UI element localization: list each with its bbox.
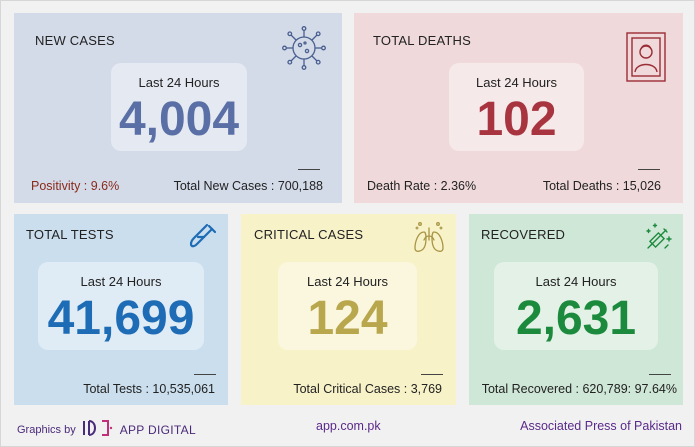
period-label: Last 24 Hours — [535, 274, 617, 289]
footer-credit: Graphics by APP DIGITAL — [17, 419, 196, 440]
card-critical-cases: CRITICAL CASES Last 24 Hours 124 Total C… — [241, 214, 456, 405]
total-tests-stat: Total Tests : 10,535,061 — [83, 382, 215, 396]
portrait-frame-icon — [626, 32, 666, 82]
vaccine-sparkle-icon — [641, 221, 675, 255]
critical-value: 124 — [307, 292, 388, 345]
card-title: TOTAL DEATHS — [373, 33, 471, 48]
new-cases-value: 4,004 — [118, 93, 240, 146]
period-label: Last 24 Hours — [138, 75, 220, 90]
divider — [649, 374, 671, 375]
death-rate-stat: Death Rate : 2.36% — [367, 179, 477, 193]
card-total-deaths: TOTAL DEATHS Last 24 Hours 102 Death Rat… — [354, 13, 683, 203]
card-total-tests: TOTAL TESTS Last 24 Hours 41,699 Total T… — [14, 214, 228, 405]
footer: Graphics by APP DIGITAL app.com.pk Assoc… — [1, 411, 695, 441]
positivity-stat: Positivity : 9.6% — [31, 179, 119, 193]
recovered-value: 2,631 — [515, 292, 637, 345]
period-label: Last 24 Hours — [307, 274, 388, 289]
deaths-value: 102 — [476, 93, 557, 146]
website-link[interactable]: app.com.pk — [316, 419, 381, 433]
total-recovered-stat: Total Recovered : 620,789: 97.64% — [481, 382, 677, 396]
app-digital-label: APP DIGITAL — [119, 422, 196, 437]
tests-value: 41,699 — [47, 292, 195, 345]
card-title: RECOVERED — [481, 227, 566, 242]
card-title: CRITICAL CASES — [254, 227, 364, 242]
divider — [194, 374, 216, 375]
period-label: Last 24 Hours — [476, 75, 557, 90]
period-label: Last 24 Hours — [80, 274, 162, 289]
total-new-cases-stat: Total New Cases : 700,188 — [173, 179, 323, 193]
card-title: TOTAL TESTS — [26, 227, 114, 242]
positivity-label: Positivity : — [31, 179, 91, 193]
lungs-icon — [411, 220, 447, 256]
total-critical-stat: Total Critical Cases : 3,769 — [293, 382, 442, 396]
virus-icon — [280, 25, 328, 71]
divider — [421, 374, 443, 375]
positivity-value: 9.6% — [90, 179, 120, 193]
period-box: Last 24 Hours 2,631 — [494, 262, 658, 350]
period-box: Last 24 Hours 124 — [278, 262, 417, 350]
test-tube-icon — [188, 223, 218, 253]
agency-name: Associated Press of Pakistan — [520, 419, 682, 433]
period-box: Last 24 Hours 4,004 — [111, 63, 247, 151]
period-box: Last 24 Hours 102 — [449, 63, 584, 151]
period-box: Last 24 Hours 41,699 — [38, 262, 204, 350]
total-deaths-stat: Total Deaths : 15,026 — [542, 179, 661, 193]
card-recovered: RECOVERED Last 24 Hours 2,631 Total Rec — [469, 214, 683, 405]
graphics-by-label: Graphics by — [17, 423, 76, 436]
app-digital-logo — [80, 419, 114, 440]
divider — [298, 169, 320, 170]
divider — [638, 169, 660, 170]
card-new-cases: NEW CASES Last — [14, 13, 342, 203]
card-title: NEW CASES — [35, 33, 115, 48]
